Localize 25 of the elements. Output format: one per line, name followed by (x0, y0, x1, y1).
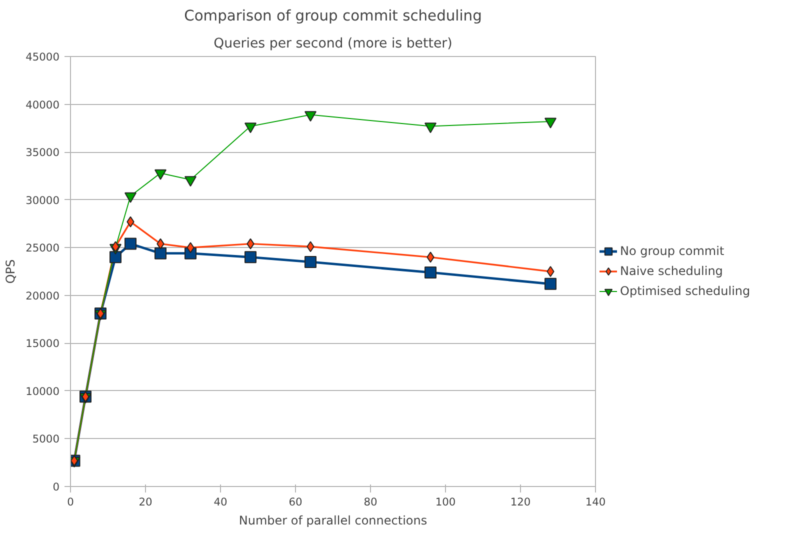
x-tick-label: 40 (214, 496, 228, 508)
y-tick-label: 10000 (26, 384, 60, 398)
y-tick-label: 40000 (26, 98, 60, 112)
y-tick-label: 30000 (26, 194, 60, 207)
x-tick-label: 60 (288, 496, 302, 508)
legend-label: No group commit (620, 244, 724, 258)
x-axis-title: Number of parallel connections (238, 514, 428, 528)
x-tick-label: 120 (510, 496, 531, 508)
x-tick-label: 80 (364, 496, 378, 508)
y-tick-label: 0 (52, 480, 60, 494)
y-tick-label: 20000 (26, 289, 60, 302)
y-axis-title: QPS (4, 259, 18, 284)
legend-label: Naive scheduling (620, 264, 723, 278)
x-tick-label: 0 (67, 496, 74, 508)
y-tick-label: 25000 (26, 242, 60, 255)
x-tick-label: 100 (435, 496, 456, 508)
legend-label: Optimised scheduling (620, 284, 750, 298)
chart-title: Comparison of group commit scheduling (184, 8, 482, 24)
x-tick-label: 140 (585, 496, 606, 508)
x-tick-label: 20 (138, 496, 152, 508)
y-tick-label: 15000 (26, 337, 60, 350)
y-tick-label: 45000 (26, 50, 60, 64)
chart-subtitle: Queries per second (more is better) (214, 36, 452, 52)
y-tick-label: 5000 (32, 432, 60, 446)
y-tick-label: 35000 (26, 146, 60, 160)
